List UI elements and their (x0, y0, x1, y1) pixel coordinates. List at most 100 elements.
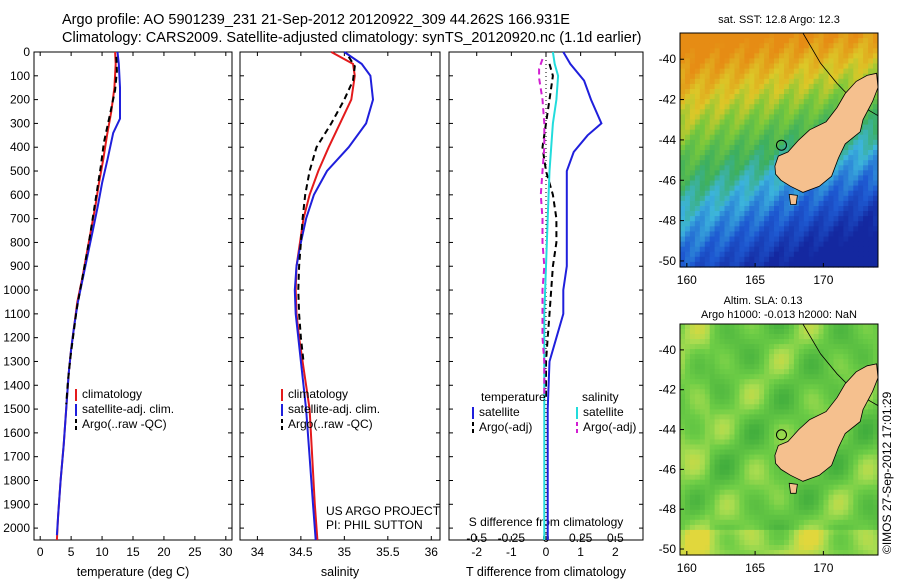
map-cell (729, 104, 735, 110)
map-cell (818, 99, 825, 105)
map-cell (798, 504, 805, 511)
map-cell (863, 129, 869, 136)
map-cell (749, 231, 755, 238)
map-cell (719, 175, 726, 182)
map-cell (784, 83, 790, 90)
map-cell (833, 459, 839, 466)
map-cell (704, 359, 711, 365)
map-cell (853, 464, 859, 471)
map-cell (818, 539, 825, 546)
map-cell (754, 479, 760, 486)
map-cell (833, 534, 839, 541)
map-cell (769, 419, 775, 425)
map-cell (734, 216, 740, 222)
map-cell (680, 33, 686, 39)
map-cell (843, 226, 849, 232)
map-cell (689, 241, 696, 248)
map-cell (868, 439, 874, 446)
map-cell (848, 459, 854, 466)
map-cell (838, 364, 844, 370)
map-cell (779, 404, 785, 410)
map-cell (848, 139, 854, 146)
map-cell (754, 459, 760, 466)
map-cell (764, 389, 770, 395)
map-cell (729, 58, 735, 65)
map-cell (784, 474, 790, 481)
map-cell (784, 139, 790, 146)
map-cell (813, 545, 820, 551)
map-cell (843, 170, 849, 176)
map-cell (709, 89, 716, 95)
map-cell (873, 124, 879, 131)
map-cell (843, 261, 849, 268)
map-cell (749, 180, 755, 187)
map-cell (823, 539, 829, 546)
map-cell (680, 58, 686, 65)
map-cell (793, 53, 800, 59)
map-cell (754, 424, 760, 430)
map-cell (724, 124, 730, 131)
map-cell (793, 241, 800, 248)
map-cell (818, 58, 825, 65)
map-cell (848, 53, 854, 59)
map-cell (734, 160, 740, 166)
map-cell (873, 261, 879, 268)
map-cell (694, 344, 701, 350)
map-cell (680, 109, 686, 115)
x-tick-label: 20 (157, 545, 171, 559)
map-cell (704, 444, 711, 451)
map-cell (704, 216, 711, 222)
map-cell (749, 63, 755, 70)
map-cell (818, 394, 825, 400)
map-cell (853, 484, 859, 491)
map-cell (853, 134, 859, 141)
map-cell (858, 439, 864, 446)
map-cell (714, 529, 721, 536)
map-cell (808, 124, 815, 131)
map-cell (734, 33, 740, 39)
series-line (546, 51, 603, 540)
map-cell (769, 124, 775, 131)
map-cell (689, 419, 696, 425)
map-cell (719, 119, 726, 126)
map-cell (694, 246, 701, 253)
map-cell (714, 364, 721, 370)
map-cell (759, 48, 765, 54)
map-cell (689, 479, 696, 486)
map-cell (863, 134, 869, 141)
map-cell (685, 190, 691, 197)
map-cell (729, 389, 735, 395)
map-cell (769, 83, 775, 90)
map-cell (863, 251, 869, 258)
map-cell (833, 165, 839, 171)
map-cell (689, 429, 696, 436)
map-cell (739, 429, 745, 436)
map-cell (739, 33, 745, 39)
map-cell (699, 389, 706, 395)
map-cells (680, 33, 879, 268)
map-cell (858, 444, 864, 451)
map-cell (749, 206, 755, 212)
map-cell (764, 504, 770, 511)
map-cell (848, 324, 854, 330)
map-cell (823, 216, 829, 222)
map-cell (853, 165, 859, 171)
map-cell (739, 519, 745, 526)
map-cell (863, 43, 869, 49)
map-cell (843, 444, 849, 451)
map-cell (704, 170, 711, 176)
map-cell (704, 114, 711, 121)
map-cell (798, 329, 805, 335)
map-cell (853, 190, 859, 197)
map-cell (709, 384, 716, 390)
map-cell (734, 474, 740, 481)
map-cell (724, 509, 730, 516)
map-cell (793, 404, 800, 410)
map-cell (779, 124, 785, 131)
map-cell (749, 119, 755, 126)
map-cell (833, 369, 839, 375)
map-cell (838, 349, 844, 355)
map-cell (709, 195, 716, 202)
map-cell (749, 359, 755, 365)
map-cell (709, 499, 716, 506)
